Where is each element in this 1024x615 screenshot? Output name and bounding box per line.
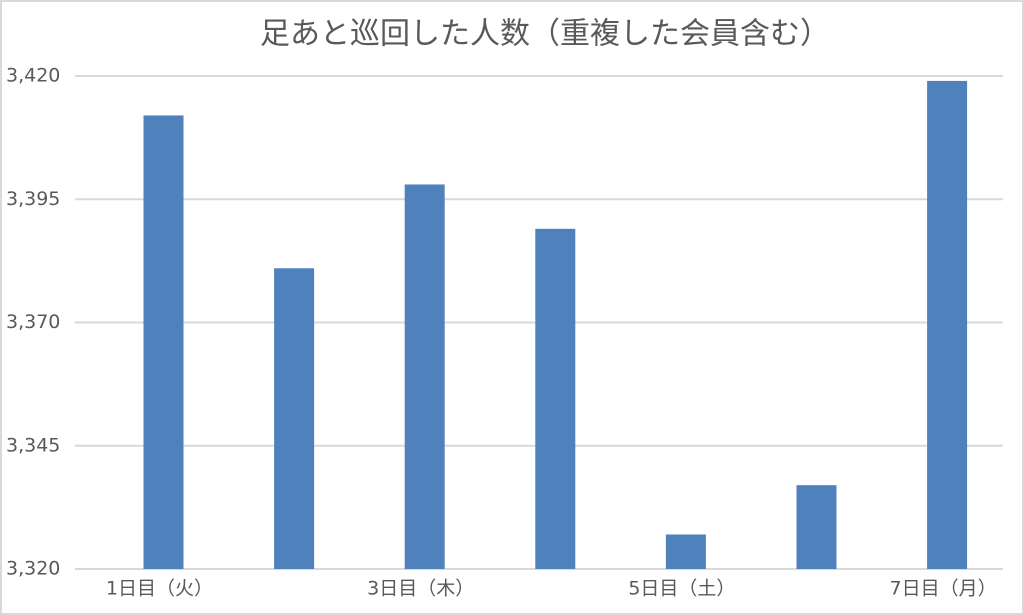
chart-title: 足あと巡回した人数（重複した会員含む） [260,17,830,52]
x-tick-label: 5日目（土） [628,578,735,600]
bar [274,268,315,569]
y-tick-label: 3,395 [6,188,60,210]
bar [665,534,706,569]
bar [143,115,184,569]
bar [535,228,576,569]
y-tick-label: 3,320 [6,558,60,580]
y-tick-label: 3,370 [6,311,60,333]
bar [927,80,968,570]
x-tick-label: 3日目（木） [367,578,474,600]
bar [404,184,445,569]
x-tick-label: 7日目（月） [890,578,997,600]
bar [796,485,837,569]
y-tick-label: 3,345 [6,434,60,456]
y-tick-label: 3,420 [6,65,60,87]
x-tick-label: 1日目（火） [106,578,213,600]
